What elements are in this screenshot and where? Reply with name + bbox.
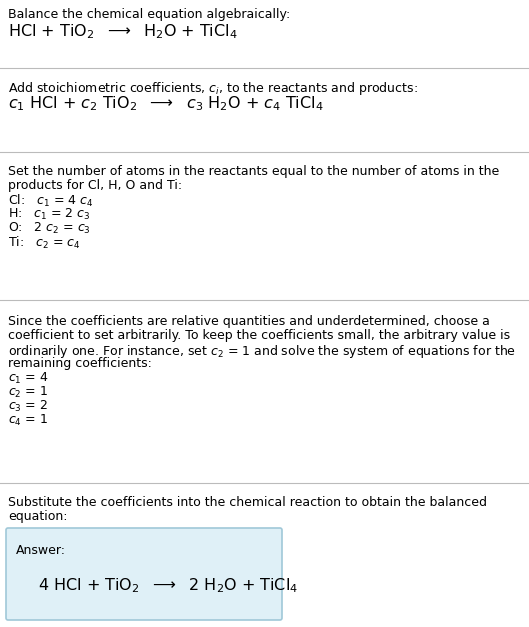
Text: H:   $c_1$ = 2 $c_3$: H: $c_1$ = 2 $c_3$ — [8, 207, 90, 222]
Text: $c_4$ = 1: $c_4$ = 1 — [8, 413, 48, 428]
Text: Answer:: Answer: — [16, 544, 66, 557]
Text: Since the coefficients are relative quantities and underdetermined, choose a: Since the coefficients are relative quan… — [8, 315, 490, 328]
Text: coefficient to set arbitrarily. To keep the coefficients small, the arbitrary va: coefficient to set arbitrarily. To keep … — [8, 329, 510, 342]
Text: Set the number of atoms in the reactants equal to the number of atoms in the: Set the number of atoms in the reactants… — [8, 165, 499, 178]
Text: $c_1$ HCl + $c_2$ TiO$_2$  $\longrightarrow$  $c_3$ H$_2$O + $c_4$ TiCl$_4$: $c_1$ HCl + $c_2$ TiO$_2$ $\longrightarr… — [8, 94, 324, 113]
Text: remaining coefficients:: remaining coefficients: — [8, 357, 152, 370]
Text: O:   2 $c_2$ = $c_3$: O: 2 $c_2$ = $c_3$ — [8, 221, 91, 236]
FancyBboxPatch shape — [6, 528, 282, 620]
Text: $c_3$ = 2: $c_3$ = 2 — [8, 399, 48, 414]
Text: ordinarily one. For instance, set $c_2$ = 1 and solve the system of equations fo: ordinarily one. For instance, set $c_2$ … — [8, 343, 516, 360]
Text: equation:: equation: — [8, 510, 68, 523]
Text: Cl:   $c_1$ = 4 $c_4$: Cl: $c_1$ = 4 $c_4$ — [8, 193, 93, 209]
Text: Substitute the coefficients into the chemical reaction to obtain the balanced: Substitute the coefficients into the che… — [8, 496, 487, 509]
Text: 4 HCl + TiO$_2$  $\longrightarrow$  2 H$_2$O + TiCl$_4$: 4 HCl + TiO$_2$ $\longrightarrow$ 2 H$_2… — [38, 576, 298, 594]
Text: Add stoichiometric coefficients, $c_i$, to the reactants and products:: Add stoichiometric coefficients, $c_i$, … — [8, 80, 418, 97]
Text: HCl + TiO$_2$  $\longrightarrow$  H$_2$O + TiCl$_4$: HCl + TiO$_2$ $\longrightarrow$ H$_2$O +… — [8, 22, 238, 41]
Text: products for Cl, H, O and Ti:: products for Cl, H, O and Ti: — [8, 179, 182, 192]
Text: $c_2$ = 1: $c_2$ = 1 — [8, 385, 48, 400]
Text: Ti:   $c_2$ = $c_4$: Ti: $c_2$ = $c_4$ — [8, 235, 80, 251]
Text: $c_1$ = 4: $c_1$ = 4 — [8, 371, 49, 386]
Text: Balance the chemical equation algebraically:: Balance the chemical equation algebraica… — [8, 8, 290, 21]
